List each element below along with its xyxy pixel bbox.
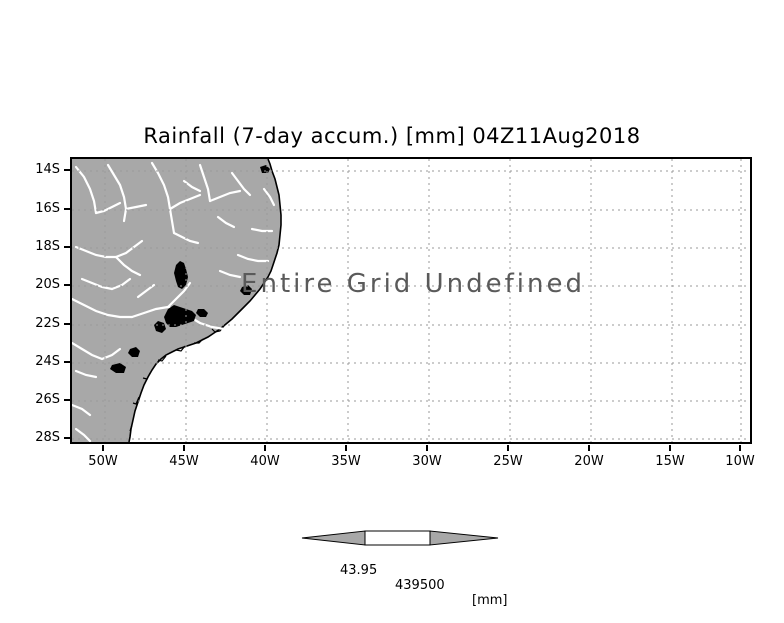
y-tick-mark [64,437,70,439]
colorbar-center-box [364,530,431,546]
x-tick-mark [345,445,347,451]
y-tick-mark [64,208,70,210]
x-tick-label-45w: 45W [169,454,199,469]
y-tick-mark [64,361,70,363]
x-tick-label-10w: 10W [725,454,755,469]
x-tick-mark [102,445,104,451]
colorbar-max-label: 439500 [395,578,445,593]
x-tick-label-20w: 20W [574,454,604,469]
x-tick-mark [183,445,185,451]
colorbar-min-label: 43.95 [340,563,378,578]
y-tick-label-24s: 24S [35,354,60,369]
x-tick-mark [264,445,266,451]
y-tick-label-20s: 20S [35,277,60,292]
y-tick-label-22s: 22S [35,316,60,331]
x-tick-label-35w: 35W [331,454,361,469]
x-tick-label-50w: 50W [88,454,118,469]
y-tick-label-16s: 16S [35,201,60,216]
y-tick-mark [64,246,70,248]
y-tick-label-14s: 14S [35,162,60,177]
y-tick-mark [64,323,70,325]
x-tick-mark [739,445,741,451]
y-tick-label-18s: 18S [35,239,60,254]
colorbar-labels: 43.95 439500 [mm] [250,548,550,623]
x-tick-label-25w: 25W [493,454,523,469]
chart-title: Rainfall (7-day accum.) [mm] 04Z11Aug201… [143,124,641,148]
x-tick-mark [426,445,428,451]
y-tick-mark [64,284,70,286]
x-tick-label-15w: 15W [655,454,685,469]
gridline-layer [72,159,750,442]
y-tick-mark [64,399,70,401]
colorbar-low-arrow [301,530,366,546]
colorbar-units-label: [mm] [472,593,508,608]
y-tick-label-26s: 26S [35,392,60,407]
map-plot-area[interactable]: Entire Grid Undefined [70,157,752,444]
y-tick-mark [64,169,70,171]
coastline-detail [129,325,225,432]
colorbar-high-arrow [429,530,499,546]
coastline [128,159,282,442]
x-tick-label-40w: 40W [250,454,280,469]
reservoir-polygons [110,165,270,373]
x-tick-mark [588,445,590,451]
x-tick-label-30w: 30W [412,454,442,469]
x-tick-mark [669,445,671,451]
colorbar[interactable] [300,525,500,551]
x-tick-mark [507,445,509,451]
undefined-grid-message: Entire Grid Undefined [241,269,585,299]
y-tick-label-28s: 28S [35,430,60,445]
